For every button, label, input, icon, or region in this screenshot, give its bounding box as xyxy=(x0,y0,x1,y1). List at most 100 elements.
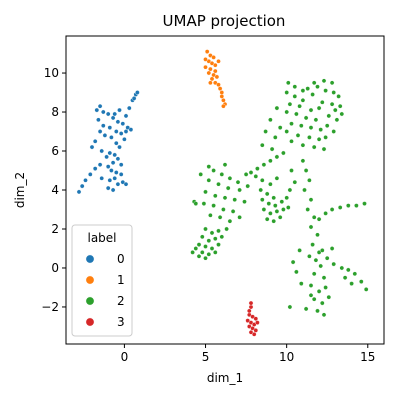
point-label-1 xyxy=(208,66,213,72)
point-label-2 xyxy=(334,117,340,123)
point-label-2 xyxy=(300,142,306,148)
point-label-2 xyxy=(308,125,314,130)
point-label-2 xyxy=(316,289,322,294)
point-label-2 xyxy=(274,105,280,111)
point-label-2 xyxy=(316,136,322,142)
point-label-2 xyxy=(259,197,265,202)
point-label-2 xyxy=(302,187,307,193)
point-label-2 xyxy=(324,255,330,261)
point-label-2 xyxy=(308,107,314,113)
point-label-0 xyxy=(102,133,108,138)
point-label-1 xyxy=(212,68,218,74)
point-label-2 xyxy=(211,168,216,173)
point-label-2 xyxy=(206,238,212,243)
point-label-2 xyxy=(222,195,228,201)
point-label-2 xyxy=(315,84,320,89)
point-label-2 xyxy=(303,168,309,173)
point-label-2 xyxy=(196,253,202,259)
point-label-3 xyxy=(253,328,259,333)
y-axis-label: dim_2 xyxy=(13,172,27,208)
point-label-2 xyxy=(318,263,324,269)
point-label-2 xyxy=(337,103,343,109)
point-label-0 xyxy=(79,183,85,189)
point-label-2 xyxy=(305,207,311,212)
point-label-0 xyxy=(94,107,100,113)
point-label-0 xyxy=(117,144,122,150)
point-label-0 xyxy=(107,150,113,156)
point-label-2 xyxy=(311,144,317,150)
point-label-0 xyxy=(105,111,111,117)
point-label-2 xyxy=(342,275,348,281)
point-label-0 xyxy=(118,172,124,177)
point-label-2 xyxy=(292,94,298,99)
point-label-2 xyxy=(292,179,298,185)
point-label-2 xyxy=(289,138,294,144)
point-label-0 xyxy=(110,115,116,121)
point-label-2 xyxy=(332,107,338,113)
point-label-2 xyxy=(212,193,218,199)
point-label-0 xyxy=(122,136,127,142)
point-label-2 xyxy=(297,103,302,109)
point-label-2 xyxy=(287,304,293,310)
point-label-2 xyxy=(311,296,317,302)
point-label-0 xyxy=(76,189,82,195)
point-label-0 xyxy=(110,187,116,193)
point-label-0 xyxy=(120,121,126,126)
point-label-3 xyxy=(255,320,260,325)
point-label-3 xyxy=(251,331,257,337)
point-label-2 xyxy=(289,168,294,173)
point-label-2 xyxy=(352,271,358,277)
point-label-2 xyxy=(209,246,215,251)
point-label-2 xyxy=(290,259,296,265)
point-label-2 xyxy=(308,283,314,288)
point-label-0 xyxy=(92,138,98,144)
point-label-2 xyxy=(329,207,335,212)
point-label-2 xyxy=(237,214,242,220)
point-label-2 xyxy=(303,115,309,121)
y-tick-label: 4 xyxy=(51,183,59,197)
point-label-2 xyxy=(255,166,260,171)
point-label-2 xyxy=(310,92,315,97)
point-label-2 xyxy=(259,177,265,183)
point-label-3 xyxy=(248,300,254,306)
point-label-1 xyxy=(219,94,225,99)
chart-title: UMAP projection xyxy=(163,12,286,30)
point-label-2 xyxy=(206,251,212,257)
point-label-2 xyxy=(203,226,208,232)
point-label-2 xyxy=(305,86,311,91)
point-label-0 xyxy=(112,152,117,158)
point-label-2 xyxy=(354,203,359,208)
point-label-2 xyxy=(313,117,319,123)
point-label-2 xyxy=(336,94,341,99)
legend-label-3: 3 xyxy=(117,315,125,329)
point-label-2 xyxy=(321,275,327,281)
point-label-2 xyxy=(331,129,337,134)
point-label-2 xyxy=(311,271,317,277)
point-label-0 xyxy=(101,109,106,115)
point-label-2 xyxy=(277,214,283,220)
point-label-2 xyxy=(203,255,208,261)
point-label-2 xyxy=(284,109,290,115)
point-label-2 xyxy=(263,129,268,134)
point-label-0 xyxy=(105,185,111,191)
point-label-2 xyxy=(308,292,314,298)
legend-marker-1 xyxy=(85,275,95,285)
point-label-0 xyxy=(127,105,132,111)
point-label-2 xyxy=(345,203,351,208)
point-label-2 xyxy=(230,209,236,214)
points-layer xyxy=(76,49,369,337)
y-tick-label: −2 xyxy=(41,300,59,314)
point-label-3 xyxy=(248,304,254,310)
point-label-3 xyxy=(246,308,252,314)
point-label-2 xyxy=(323,211,328,216)
point-label-0 xyxy=(118,162,124,167)
point-label-2 xyxy=(201,201,207,206)
point-label-0 xyxy=(97,129,103,134)
point-label-1 xyxy=(203,64,208,70)
point-label-2 xyxy=(321,78,327,84)
point-label-0 xyxy=(97,103,103,109)
point-label-2 xyxy=(318,127,324,132)
legend-title: label xyxy=(87,231,116,245)
point-label-0 xyxy=(118,131,124,136)
legend-label-2: 2 xyxy=(117,294,125,308)
